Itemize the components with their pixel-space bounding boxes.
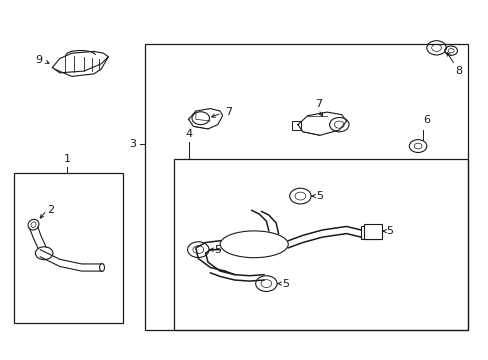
Bar: [144, 44, 467, 330]
Bar: [174, 158, 467, 330]
Text: 5: 5: [213, 245, 221, 255]
Bar: [361, 226, 380, 239]
Text: 2: 2: [47, 205, 55, 215]
Text: 6: 6: [423, 114, 429, 125]
Text: 5: 5: [316, 191, 323, 201]
Text: 4: 4: [184, 129, 192, 139]
Bar: [291, 121, 300, 130]
Text: 9: 9: [36, 55, 42, 65]
Text: 7: 7: [314, 99, 321, 109]
Text: 1: 1: [63, 154, 70, 164]
Bar: [14, 173, 122, 323]
Bar: [363, 224, 381, 239]
Text: 3: 3: [129, 139, 136, 149]
Text: 8: 8: [454, 66, 461, 76]
Text: 7: 7: [224, 107, 232, 117]
Text: 5: 5: [282, 279, 288, 289]
Text: 5: 5: [386, 226, 393, 236]
